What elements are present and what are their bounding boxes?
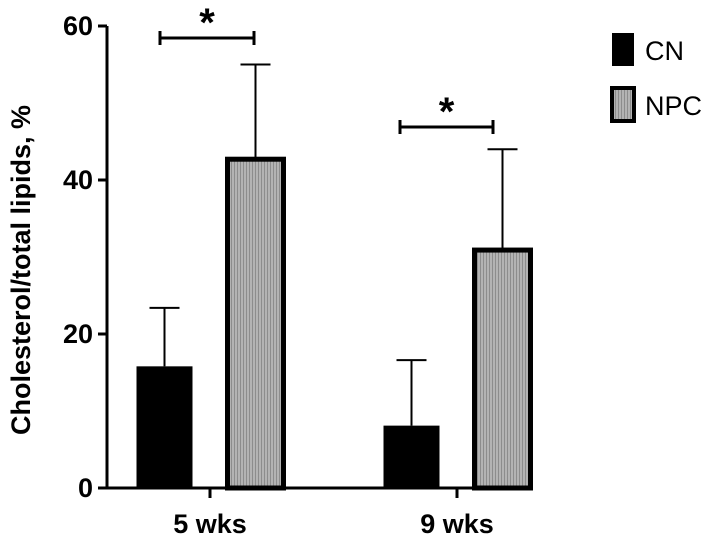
- bar-npc-0: [225, 156, 286, 491]
- x-tick-label: 5 wks: [173, 509, 247, 539]
- y-tick-label: 40: [63, 165, 93, 195]
- y-tick-label: 0: [78, 473, 93, 503]
- y-tick-label: 60: [63, 11, 93, 41]
- bar-npc-1: [472, 247, 533, 491]
- x-tick-label: 9 wks: [420, 509, 494, 539]
- legend-swatch-npc: [610, 86, 636, 123]
- y-axis-label: Cholesterol/total lipids, %: [6, 105, 36, 435]
- bar-cn-0: [136, 366, 193, 488]
- y-tick-label: 20: [63, 319, 93, 349]
- legend-swatch-cn: [612, 33, 634, 66]
- legend-label-cn: CN: [645, 36, 684, 66]
- bar-cn-1: [383, 425, 440, 488]
- legend-label-npc: NPC: [645, 91, 702, 121]
- significance-star: *: [439, 90, 455, 134]
- significance-star: *: [199, 1, 215, 45]
